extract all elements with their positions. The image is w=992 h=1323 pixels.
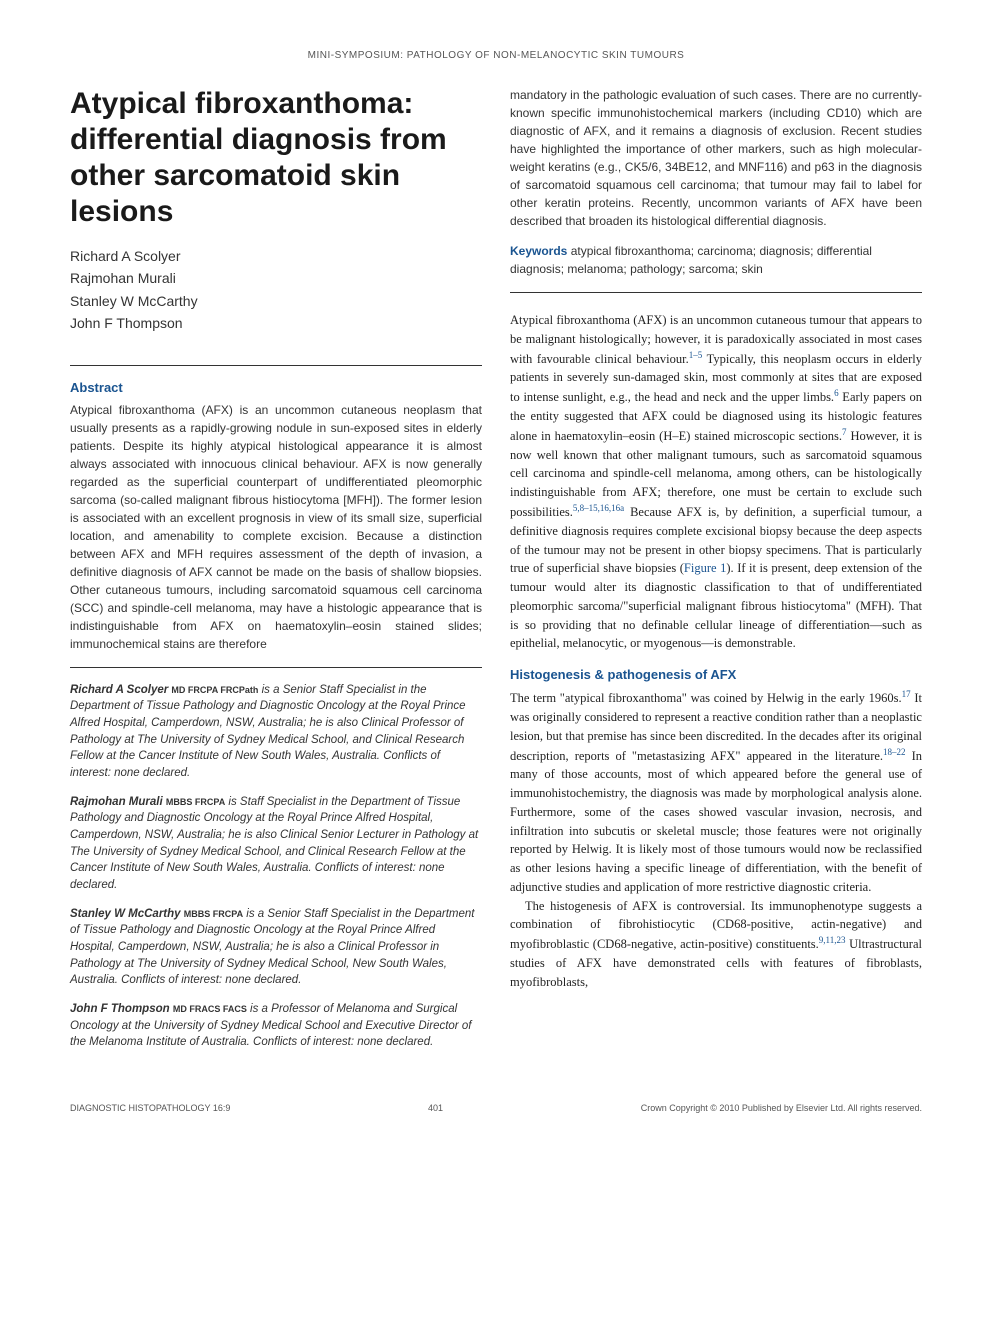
author: Rajmohan Murali [70, 267, 482, 289]
bio-name: John F Thompson [70, 1003, 170, 1015]
author-bio: John F Thompson MD FRACS FACS is a Profe… [70, 1001, 482, 1051]
author-bio: Rajmohan Murali MBBS FRCPA is Staff Spec… [70, 794, 482, 894]
body-text: In many of those accounts, most of which… [510, 749, 922, 894]
citation-ref[interactable]: 17 [902, 689, 911, 699]
bio-name: Rajmohan Murali [70, 796, 163, 808]
body-text: The term "atypical fibroxanthoma" was co… [510, 691, 902, 705]
bio-text: is a Senior Staff Specialist in the Depa… [70, 684, 466, 779]
two-column-layout: Atypical fibroxanthoma: differential dia… [70, 86, 922, 1063]
author-list: Richard A Scolyer Rajmohan Murali Stanle… [70, 245, 482, 335]
page-footer: DIAGNOSTIC HISTOPATHOLOGY 16:9 401 Crown… [70, 1103, 922, 1113]
divider [70, 667, 482, 668]
author: Stanley W McCarthy [70, 290, 482, 312]
author: John F Thompson [70, 312, 482, 334]
bio-text: is Staff Specialist in the Department of… [70, 796, 478, 891]
histogenesis-section: The term "atypical fibroxanthoma" was co… [510, 688, 922, 991]
mini-symposium-header: MINI-SYMPOSIUM: PATHOLOGY OF NON-MELANOC… [70, 50, 922, 61]
divider [510, 292, 922, 293]
citation-ref[interactable]: 1–5 [689, 350, 703, 360]
keywords-label: Keywords [510, 244, 567, 258]
figure-ref[interactable]: Figure 1 [684, 561, 726, 575]
abstract-label: Abstract [70, 380, 482, 395]
citation-ref[interactable]: 9,11,23 [819, 935, 846, 945]
author-bio: Stanley W McCarthy MBBS FRCPA is a Senio… [70, 906, 482, 989]
article-title: Atypical fibroxanthoma: differential dia… [70, 86, 482, 230]
left-column: Atypical fibroxanthoma: differential dia… [70, 86, 482, 1063]
bio-name: Richard A Scolyer [70, 684, 168, 696]
bio-credentials: MD FRCPA FRCPath [171, 685, 258, 695]
citation-ref[interactable]: 5,8–15,16,16a [573, 503, 624, 513]
bio-name: Stanley W McCarthy [70, 908, 181, 920]
author: Richard A Scolyer [70, 245, 482, 267]
footer-copyright: Crown Copyright © 2010 Published by Else… [641, 1103, 922, 1113]
footer-journal: DIAGNOSTIC HISTOPATHOLOGY 16:9 [70, 1103, 230, 1113]
author-bio: Richard A Scolyer MD FRCPA FRCPath is a … [70, 682, 482, 782]
intro-paragraph: Atypical fibroxanthoma (AFX) is an uncom… [510, 311, 922, 653]
keywords-block: Keywords atypical fibroxanthoma; carcino… [510, 242, 922, 278]
footer-page-number: 401 [428, 1103, 443, 1113]
bio-credentials: MD FRACS FACS [173, 1004, 247, 1014]
divider [70, 365, 482, 366]
bio-credentials: MBBS FRCPA [166, 797, 225, 807]
abstract-continuation: mandatory in the pathologic evaluation o… [510, 86, 922, 230]
right-column: mandatory in the pathologic evaluation o… [510, 86, 922, 1063]
section-heading: Histogenesis & pathogenesis of AFX [510, 667, 922, 682]
bio-credentials: MBBS FRCPA [184, 909, 243, 919]
abstract-text: Atypical fibroxanthoma (AFX) is an uncom… [70, 401, 482, 653]
citation-ref[interactable]: 18–22 [883, 747, 906, 757]
